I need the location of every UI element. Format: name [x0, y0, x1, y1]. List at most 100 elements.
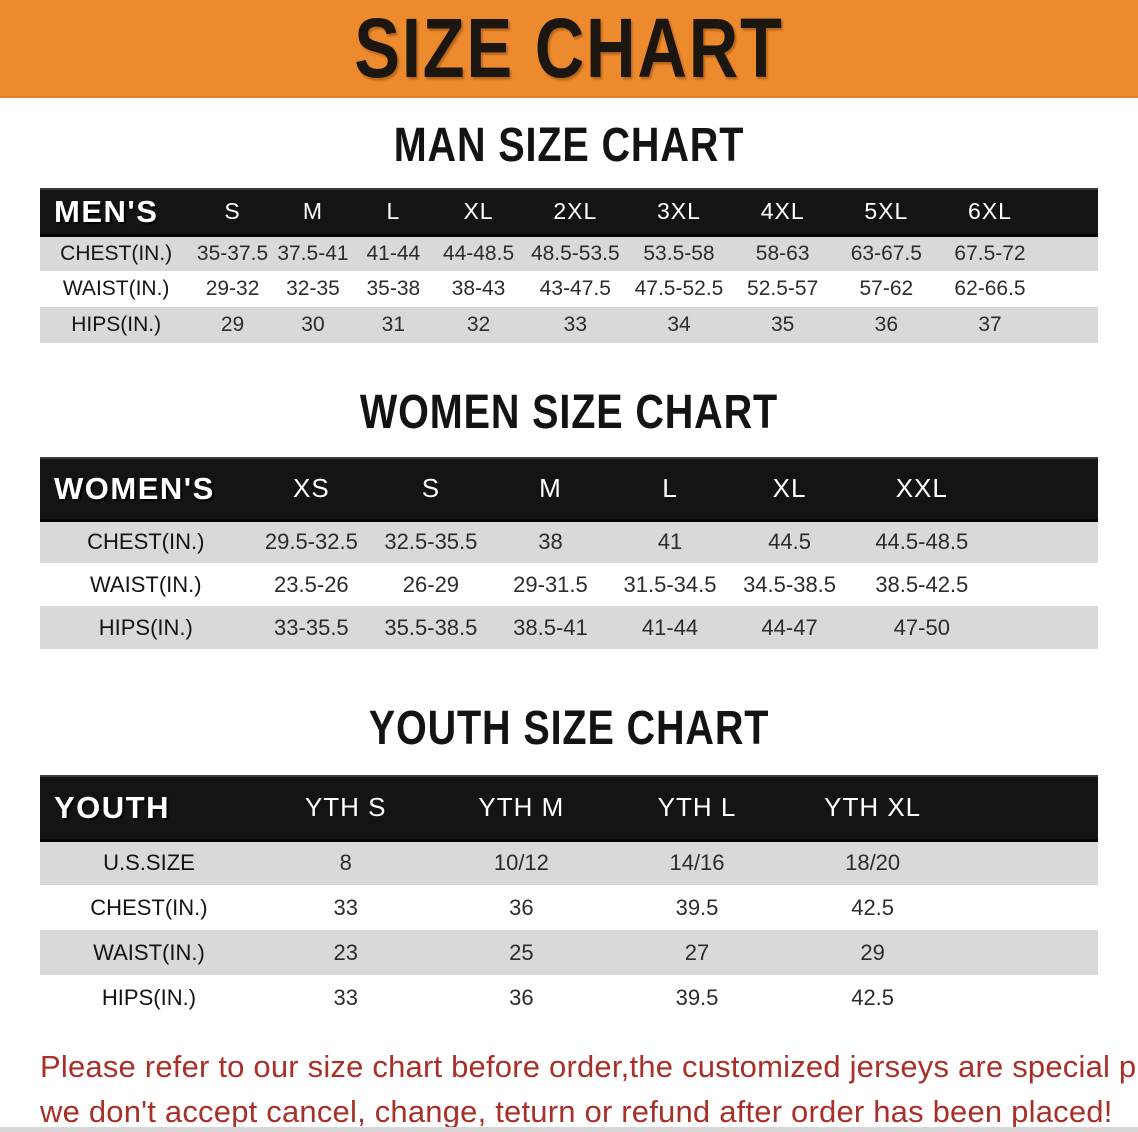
banner: SIZE CHART: [0, 0, 1138, 98]
row-label: CHEST(IN.): [40, 885, 258, 930]
size-column-header: XL: [729, 457, 850, 522]
row-label: CHEST(IN.): [40, 520, 252, 563]
header-row: YOUTH YTH S YTH M YTH L YTH XL: [40, 775, 1098, 842]
size-value: 31: [353, 307, 434, 343]
size-value: 38.5-41: [490, 606, 611, 649]
size-column-header: 2XL: [523, 188, 628, 237]
row-label: HIPS(IN.): [40, 975, 258, 1020]
row-label: WAIST(IN.): [40, 271, 193, 307]
size-value: 33: [523, 307, 628, 343]
size-value: 67.5-72: [938, 235, 1042, 271]
table-group-label: WOMEN'S: [40, 457, 252, 522]
size-value: 33: [257, 975, 434, 1020]
size-value: 44-48.5: [433, 235, 524, 271]
size-column-header: L: [610, 457, 730, 522]
filler-cell: [960, 840, 1098, 885]
size-column-header: 3XL: [627, 188, 731, 237]
size-value: 33: [257, 885, 434, 930]
measurement-row: WAIST(IN.) 23 25 27 29: [40, 930, 1098, 975]
row-label: U.S.SIZE: [40, 840, 258, 885]
filler-cell: [1041, 271, 1098, 307]
size-value: 34.5-38.5: [729, 563, 850, 606]
size-value: 43-47.5: [523, 271, 628, 307]
size-value: 63-67.5: [834, 235, 939, 271]
size-value: 32.5-35.5: [371, 520, 491, 563]
men-section-heading: MAN SIZE CHART: [393, 116, 745, 172]
row-label: CHEST(IN.): [40, 235, 193, 271]
size-value: 48.5-53.5: [523, 235, 628, 271]
filler-cell: [960, 885, 1098, 930]
size-value: 35: [730, 307, 835, 343]
size-value: 36: [433, 885, 610, 930]
size-value: 34: [627, 307, 731, 343]
bottom-edge-strip: [0, 1127, 1138, 1132]
header-row: WOMEN'S XS S M L XL XXL: [40, 457, 1098, 522]
size-value: 32-35: [272, 271, 354, 307]
filler-cell: [1041, 235, 1098, 271]
size-value: 41-44: [610, 606, 730, 649]
size-value: 41-44: [353, 235, 434, 271]
size-value: 37: [938, 307, 1042, 343]
size-value: 10/12: [433, 840, 610, 885]
women-section: WOMEN SIZE CHART WOMEN'S XS S M L XL XXL CHEST(…: [0, 379, 1138, 649]
header-row: MEN'S S M L XL 2XL 3XL 4XL 5XL 6XL: [40, 188, 1098, 237]
row-label: WAIST(IN.): [40, 563, 252, 606]
size-column-header: 6XL: [938, 188, 1042, 237]
size-column-header: YTH S: [257, 775, 434, 842]
filler-cell: [994, 520, 1098, 563]
size-value: 39.5: [609, 885, 785, 930]
size-value: 53.5-58: [627, 235, 731, 271]
row-label: HIPS(IN.): [40, 606, 252, 649]
size-column-header: XXL: [849, 457, 995, 522]
filler-cell: [960, 975, 1098, 1020]
size-column-header: S: [371, 457, 491, 522]
size-value: 23: [257, 930, 434, 975]
size-value: 18/20: [784, 840, 961, 885]
size-value: 44-47: [729, 606, 850, 649]
size-value: 52.5-57: [730, 271, 835, 307]
notice-line-1: Please refer to our size chart before or…: [40, 1049, 1138, 1084]
size-column-header: L: [353, 188, 434, 237]
size-column-header: 5XL: [834, 188, 939, 237]
filler-cell: [960, 775, 1098, 842]
size-column-header: YTH L: [609, 775, 785, 842]
men-size-table: MEN'S S M L XL 2XL 3XL 4XL 5XL 6XL CHEST(IN.) 35-37…: [40, 188, 1098, 343]
size-value: 35-38: [353, 271, 434, 307]
women-section-heading: WOMEN SIZE CHART: [359, 383, 779, 439]
measurement-row: HIPS(IN.) 33 36 39.5 42.5: [40, 975, 1098, 1020]
row-label: HIPS(IN.): [40, 307, 193, 343]
youth-section-heading: YOUTH SIZE CHART: [368, 699, 770, 755]
page-title: SIZE CHART: [354, 0, 784, 96]
size-column-header: YTH XL: [784, 775, 961, 842]
size-value: 26-29: [371, 563, 491, 606]
filler-cell: [960, 930, 1098, 975]
size-value: 38: [490, 520, 611, 563]
notice-line-2: we don't accept cancel, change, teturn o…: [40, 1094, 1113, 1129]
size-value: 44.5: [729, 520, 850, 563]
size-value: 27: [609, 930, 785, 975]
measurement-row: HIPS(IN.) 33-35.5 35.5-38.5 38.5-41 41-44 44-…: [40, 606, 1098, 649]
youth-section: YOUTH SIZE CHART YOUTH YTH S YTH M YTH L YTH…: [0, 695, 1138, 1020]
table-group-label: MEN'S: [40, 188, 193, 237]
size-value: 57-62: [834, 271, 939, 307]
measurement-row: CHEST(IN.) 29.5-32.5 32.5-35.5 38 41 44.5 44.5…: [40, 520, 1098, 563]
filler-cell: [994, 563, 1098, 606]
size-column-header: XS: [251, 457, 372, 522]
size-value: 41: [610, 520, 730, 563]
size-column-header: YTH M: [433, 775, 610, 842]
size-value: 44.5-48.5: [849, 520, 995, 563]
filler-cell: [994, 606, 1098, 649]
size-value: 29-32: [192, 271, 273, 307]
size-value: 8: [257, 840, 434, 885]
size-column-header: M: [490, 457, 611, 522]
size-value: 62-66.5: [938, 271, 1042, 307]
measurement-row: HIPS(IN.) 29 30 31 32 33 34 35 36 37: [40, 307, 1098, 343]
women-size-table: WOMEN'S XS S M L XL XXL CHEST(IN.) 29.5-32.5 32.5…: [40, 457, 1098, 649]
measurement-row: CHEST(IN.) 33 36 39.5 42.5: [40, 885, 1098, 930]
measurement-row: WAIST(IN.) 23.5-26 26-29 29-31.5 31.5-34.5 34…: [40, 563, 1098, 606]
size-value: 25: [433, 930, 610, 975]
size-value: 42.5: [784, 975, 961, 1020]
size-value: 37.5-41: [272, 235, 354, 271]
size-column-header: XL: [433, 188, 524, 237]
